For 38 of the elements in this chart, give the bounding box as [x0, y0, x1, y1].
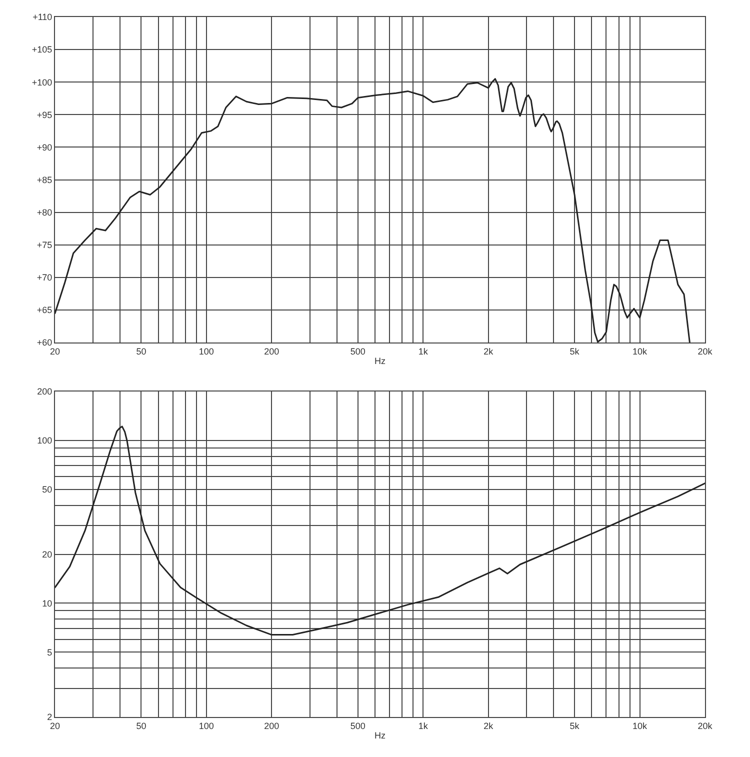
y-tick-label: 5 [47, 647, 52, 658]
x-tick-label: 200 [264, 720, 280, 731]
x-tick-label: 1k [418, 720, 428, 731]
x-axis-title: Hz [374, 730, 386, 741]
x-tick-label: 5k [570, 346, 580, 356]
y-tick-label: 10 [42, 598, 52, 608]
x-tick-label: 50 [136, 720, 146, 731]
x-tick-label: 200 [264, 346, 280, 356]
x-tick-label: 20k [698, 720, 713, 731]
x-tick-label: 50 [136, 346, 146, 356]
x-tick-label: 500 [350, 720, 366, 731]
y-tick-label: +70 [36, 272, 52, 283]
y-tick-label: 100 [37, 436, 52, 446]
y-tick-label: +95 [36, 110, 52, 120]
y-tick-label: +65 [36, 305, 52, 316]
x-tick-label: 100 [198, 346, 214, 356]
y-tick-label: 200 [37, 386, 52, 397]
x-tick-label: 500 [350, 346, 366, 356]
y-tick-label: +100 [32, 77, 52, 88]
x-tick-label: 2k [484, 720, 494, 731]
x-tick-label: 2k [484, 346, 494, 356]
y-tick-label: 50 [42, 484, 52, 495]
x-tick-label: 100 [198, 720, 214, 731]
y-tick-label: +60 [36, 338, 52, 348]
y-tick-label: 2 [47, 712, 52, 722]
y-tick-label: +105 [32, 44, 52, 55]
x-tick-label: 10k [632, 346, 648, 356]
x-tick-label: 20k [698, 346, 713, 356]
y-tick-label: +110 [32, 12, 52, 22]
y-tick-label: +85 [36, 174, 52, 185]
y-tick-label: +90 [36, 142, 52, 152]
x-tick-label: 10k [632, 720, 648, 731]
x-axis-title: Hz [374, 356, 386, 366]
x-tick-label: 5k [570, 720, 580, 731]
y-tick-label: +80 [36, 207, 52, 218]
y-tick-label: 20 [42, 549, 52, 560]
y-tick-label: +75 [36, 240, 52, 250]
x-tick-label: 1k [418, 346, 428, 356]
